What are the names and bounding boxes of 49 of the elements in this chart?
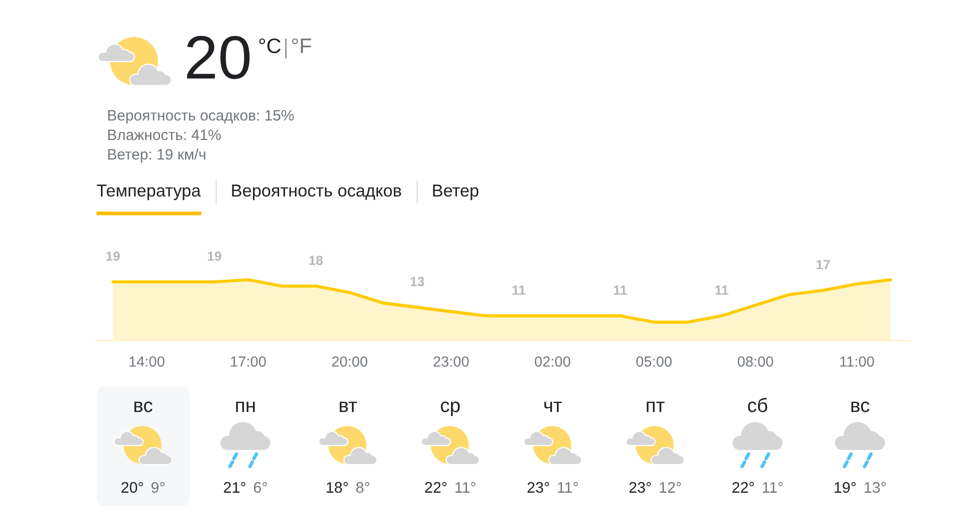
data-label: 11 — [614, 286, 627, 295]
text: пт — [646, 402, 665, 412]
text: 13° — [864, 482, 886, 493]
data-label: 11 — [715, 286, 728, 295]
text: Температура — [96, 184, 201, 200]
text: Ветер: 19 км/ч — [108, 148, 206, 163]
data-label: 19 — [106, 251, 120, 261]
text: ср — [440, 402, 460, 416]
text: вс — [134, 402, 152, 412]
text: °C — [259, 38, 281, 54]
text: 18° — [326, 482, 348, 493]
data-label: 13 — [410, 276, 424, 286]
text: 11° — [762, 482, 783, 493]
text: 6° — [254, 482, 267, 493]
text: °F — [292, 38, 312, 53]
text: пн — [236, 402, 255, 412]
text: вт — [340, 402, 357, 412]
text: 23° — [629, 482, 651, 493]
text: 21° — [224, 482, 246, 493]
text: 20 — [187, 36, 250, 80]
text: вс — [851, 402, 870, 412]
text: Влажность: 41% — [108, 130, 221, 140]
text: 11° — [456, 482, 476, 493]
text: 19° — [834, 482, 856, 493]
text: Вероятность осадков — [232, 184, 402, 200]
text: чт — [544, 402, 562, 412]
text: сб — [748, 398, 768, 412]
text: Ветер — [433, 184, 478, 200]
text: 22° — [425, 482, 447, 493]
text: Вероятность осадков: 15% — [108, 110, 294, 124]
x-tick-label: 02:00 — [534, 356, 570, 367]
text: 22° — [732, 482, 754, 493]
x-tick-label: 05:00 — [636, 356, 672, 367]
data-label: 17 — [816, 260, 830, 270]
x-tick-label: 08:00 — [738, 356, 774, 367]
x-tick-label: 17:00 — [231, 356, 266, 367]
text: 23° — [528, 482, 549, 493]
x-tick-label: 20:00 — [332, 356, 368, 367]
data-label: 18 — [309, 256, 323, 266]
data-label: 19 — [208, 251, 222, 261]
x-tick-label: 11:00 — [840, 356, 874, 367]
data-label: 11 — [512, 286, 526, 295]
text: 11° — [558, 482, 578, 493]
text: 20° — [122, 482, 143, 493]
text: 9° — [151, 482, 164, 493]
x-tick-label: 14:00 — [130, 356, 164, 367]
text: 8° — [356, 482, 370, 493]
x-tick-label: 23:00 — [434, 356, 469, 367]
text: 12° — [660, 482, 681, 493]
